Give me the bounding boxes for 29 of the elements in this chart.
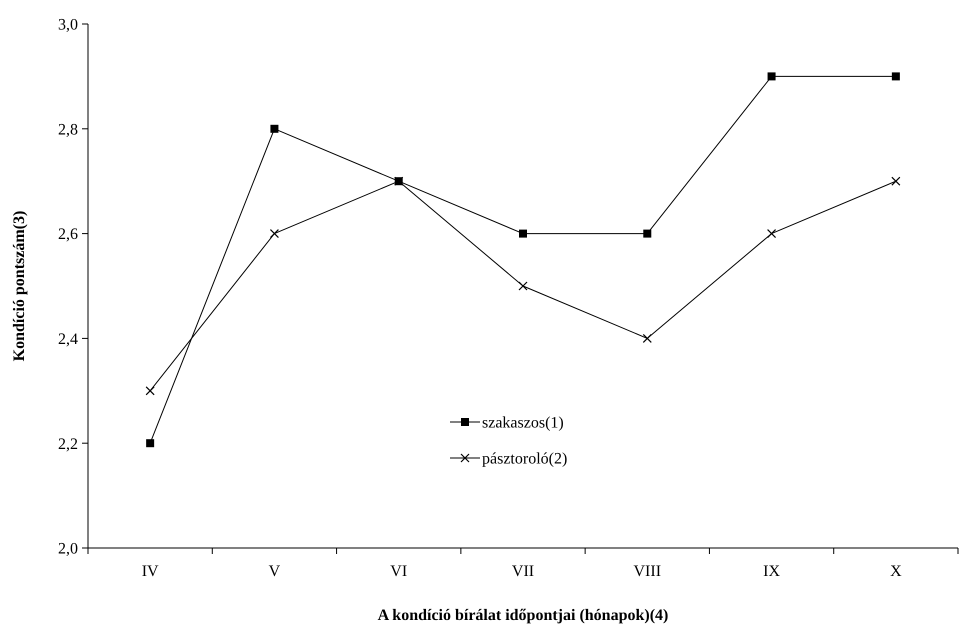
point bbox=[642, 334, 652, 343]
x-tick-label: VII bbox=[512, 563, 534, 580]
y-tick-label: 2,2 bbox=[58, 436, 78, 453]
y-tick-label: 3,0 bbox=[58, 16, 78, 34]
point bbox=[146, 439, 154, 448]
x-tick-label: VI bbox=[390, 563, 408, 580]
x-axis-title: A kondíció bírálat időpontjai (hónapok)(4) bbox=[378, 607, 668, 624]
point bbox=[519, 230, 527, 238]
y-tick-label: 2,6 bbox=[58, 226, 78, 244]
x-tick-label: IV bbox=[142, 563, 160, 580]
y-tick-label: 2,0 bbox=[58, 540, 78, 558]
point bbox=[768, 72, 776, 80]
point bbox=[643, 230, 652, 238]
legend-label: szakaszos(1) bbox=[482, 414, 564, 432]
x-tick-label: VIII bbox=[634, 563, 662, 580]
point bbox=[766, 229, 776, 238]
point bbox=[146, 386, 155, 396]
x-tick-label: X bbox=[890, 563, 902, 580]
point bbox=[270, 124, 278, 133]
y-tick-label: 2,8 bbox=[58, 121, 78, 138]
x-tick-label: V bbox=[268, 563, 281, 580]
y-tick-label: 2,4 bbox=[58, 331, 78, 348]
point bbox=[518, 281, 528, 291]
point bbox=[891, 176, 900, 186]
point bbox=[270, 229, 280, 238]
legend-label: pásztoroló(2) bbox=[482, 450, 568, 468]
point bbox=[892, 72, 900, 80]
y-axis-title: Kondíció pontszám(3) bbox=[11, 210, 28, 362]
x-tick-label: IX bbox=[763, 563, 780, 580]
